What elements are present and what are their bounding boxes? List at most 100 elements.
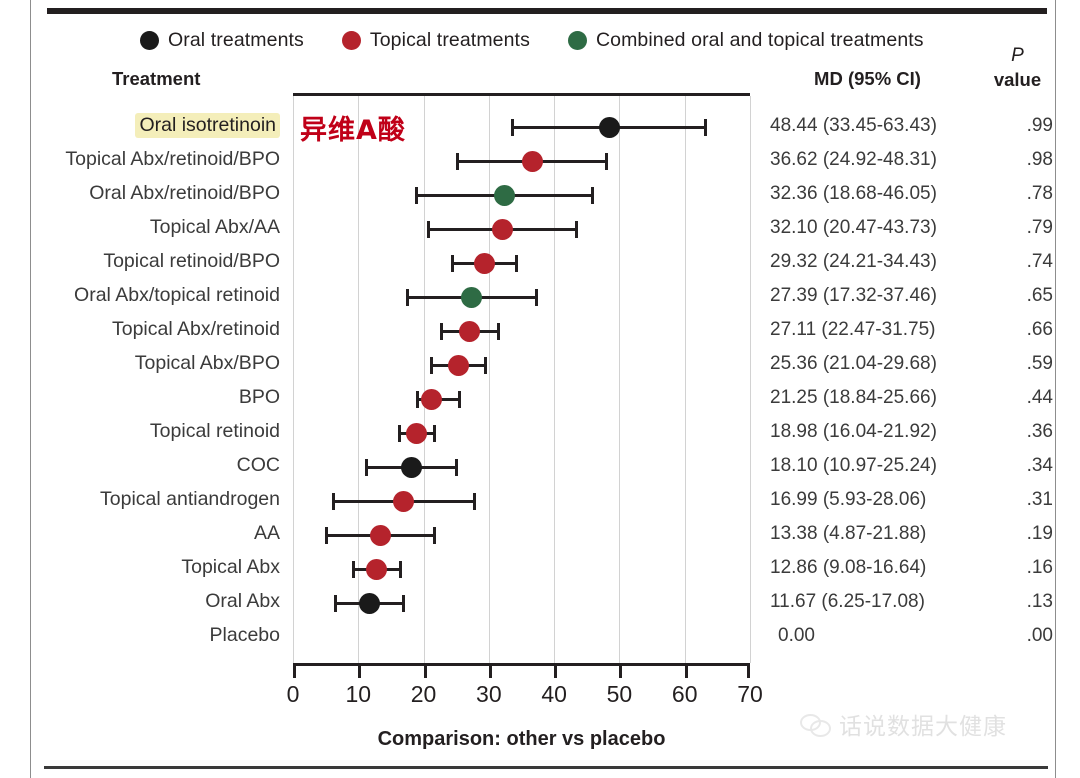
effect-estimate-marker (459, 321, 481, 342)
row-label-treatment: Topical retinoid (149, 420, 280, 442)
forest-row: Topical antiandrogen 16.99 (5.93-28.06) .3… (0, 484, 1080, 518)
x-axis-tick-label-70: 70 (737, 681, 763, 707)
forest-row: Oral isotretinoin 48.44 (33.45-63.43) .99 (0, 110, 1080, 144)
x-axis-line (293, 663, 750, 666)
gridline-60 (684, 96, 686, 663)
row-value-md: 27.39 (17.32-37.46) (770, 285, 937, 306)
row-label-treatment: Topical Abx/retinoid (111, 318, 280, 340)
forest-row: Placebo 0.00 .00 (0, 620, 1080, 654)
effect-estimate-marker (598, 117, 620, 138)
ci-cap-lower (511, 119, 515, 136)
row-value-md: 11.67 (6.25-17.08) (770, 591, 925, 612)
plot-top-border (293, 93, 750, 96)
row-value-md: 25.36 (21.04-29.68) (770, 353, 937, 374)
row-value-md: 18.98 (16.04-21.92) (770, 421, 937, 442)
ci-cap-upper (534, 289, 538, 306)
legend-label: Topical treatments (369, 28, 530, 51)
page-border-left (30, 0, 31, 778)
watermark-text: 话说数据大健康 (839, 714, 1007, 740)
row-value-p: .65 (1026, 285, 1053, 306)
row-value-p: .78 (1026, 183, 1053, 204)
wechat-icon (800, 712, 831, 737)
effect-estimate-marker (369, 525, 391, 546)
forest-row: Topical Abx/retinoid/BPO 36.62 (24.92-48.… (0, 144, 1080, 178)
ci-cap-upper (497, 323, 501, 340)
row-label-treatment: COC (236, 454, 280, 476)
legend: Oral treatments Topical treatments Combine… (140, 25, 962, 55)
x-axis-tick-40 (554, 666, 558, 678)
ci-cap-upper (398, 561, 402, 578)
x-axis-tick-20 (423, 666, 427, 678)
gridline-20 (423, 96, 425, 663)
highlighted-treatment-name: Oral isotretinoin (135, 113, 280, 138)
row-label-treatment: Topical Abx/AA (149, 216, 280, 238)
ci-cap-lower (324, 527, 328, 544)
row-value-p: .34 (1026, 455, 1053, 476)
ci-cap-lower (352, 561, 356, 578)
row-label-treatment: Oral Abx/topical retinoid (74, 284, 280, 306)
bottom-rule (44, 766, 1048, 769)
x-axis-tick-label-40: 40 (541, 681, 567, 707)
row-value-p: .74 (1026, 251, 1053, 272)
row-value-md: 48.44 (33.45-63.43) (770, 115, 937, 136)
ci-cap-upper (575, 221, 579, 238)
forest-row: AA 13.38 (4.87-21.88) .19 (0, 518, 1080, 552)
row-value-md: 16.99 (5.93-28.06) (770, 489, 927, 510)
gridline-0 (293, 96, 294, 663)
ci-cap-lower (455, 153, 459, 170)
x-axis-caption: Comparison: other vs placebo (377, 728, 666, 750)
effect-estimate-marker (400, 457, 422, 478)
ci-cap-upper (483, 357, 487, 374)
ci-cap-upper (514, 255, 518, 272)
row-value-p: .36 (1026, 421, 1053, 442)
row-value-p: .19 (1026, 523, 1053, 544)
row-label-treatment: Topical retinoid/BPO (103, 250, 280, 272)
forest-row: Topical Abx/AA 32.10 (20.47-43.73) .79 (0, 212, 1080, 246)
filled-circle-icon (341, 30, 361, 50)
effect-estimate-marker (358, 593, 380, 614)
row-label-treatment: Topical Abx (181, 556, 280, 578)
x-axis-tick-0 (293, 666, 296, 678)
row-value-p: .16 (1026, 557, 1053, 578)
column-header-md: MD (95% CI) (814, 68, 921, 89)
row-value-md: 0.00 (778, 625, 815, 646)
row-value-md: 13.38 (4.87-21.88) (770, 523, 927, 544)
forest-row: Oral Abx/retinoid/BPO 32.36 (18.68-46.05)… (0, 178, 1080, 212)
ci-cap-lower (439, 323, 443, 340)
effect-estimate-marker (492, 219, 514, 240)
ci-cap-lower (364, 459, 368, 476)
row-value-p: .31 (1026, 489, 1053, 510)
ci-cap-lower (451, 255, 455, 272)
forest-row: Topical retinoid 18.98 (16.04-21.92) .36 (0, 416, 1080, 450)
row-value-md: 32.36 (18.68-46.05) (770, 183, 937, 204)
row-value-p: .00 (1026, 625, 1053, 646)
row-value-p: .98 (1026, 149, 1053, 170)
forest-row: Topical retinoid/BPO 29.32 (24.21-34.43).… (0, 246, 1080, 280)
effect-estimate-marker (421, 389, 443, 410)
legend-item-2: Combined oral and topical treatments (567, 28, 924, 52)
ci-cap-upper (704, 119, 708, 136)
row-value-md: 36.62 (24.92-48.31) (770, 149, 937, 170)
legend-label: Combined oral and topical treatments (595, 28, 924, 51)
row-value-p: .79 (1026, 217, 1053, 238)
effect-estimate-marker (448, 355, 470, 376)
row-label-treatment: Oral Abx (205, 590, 280, 612)
row-label-treatment: Oral Abx/retinoid/BPO (89, 182, 280, 204)
annotation-isotretinoin-chinese: 异维A酸 (300, 115, 406, 146)
row-value-md: 12.86 (9.08-16.64) (770, 557, 927, 578)
x-axis-tick-label-60: 60 (671, 681, 698, 707)
effect-estimate-marker (393, 491, 415, 512)
effect-estimate-marker (366, 559, 388, 580)
x-axis-tick-label-50: 50 (606, 681, 633, 707)
forest-row: Oral Abx 11.67 (6.25-17.08) .13 (0, 586, 1080, 620)
x-axis-tick-30 (488, 666, 492, 678)
legend-item-1: Topical treatments (341, 28, 530, 52)
gridline-10 (358, 96, 360, 663)
ci-cap-lower (414, 187, 418, 204)
effect-estimate-marker (473, 253, 495, 274)
forest-row: COC 18.10 (10.97-25.24) .34 (0, 450, 1080, 484)
x-axis-tick-label-10: 10 (345, 681, 372, 707)
gridline-40 (554, 96, 556, 663)
ci-cap-lower (333, 595, 337, 612)
ci-cap-lower (331, 493, 335, 510)
